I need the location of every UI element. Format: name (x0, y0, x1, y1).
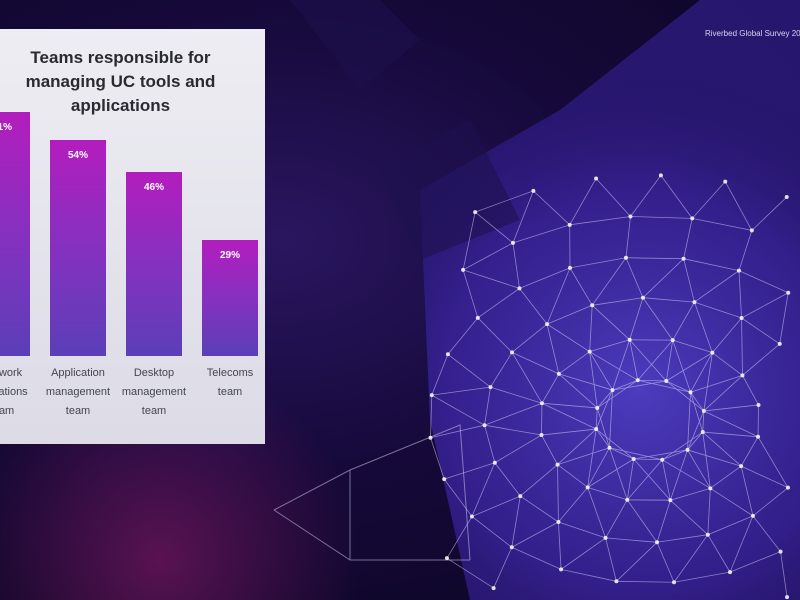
network-mesh (430, 175, 789, 598)
chart-panel: Teams responsible for managing UC tools … (0, 29, 265, 444)
category-label: Network operations team (0, 367, 28, 417)
chart-title: Teams responsible for managing UC tools … (25, 48, 216, 115)
bar (126, 172, 182, 356)
bar (50, 140, 106, 356)
bar-chart: 61% Network operations team 54% Application… (0, 29, 265, 444)
bar-value-label: 46% (143, 182, 164, 193)
bar-value-label: 29% (219, 250, 240, 261)
category-label: Application management team (45, 367, 111, 417)
bar-value-label: 61% (0, 122, 12, 133)
source-note: Riverbed Global Survey 2023 (705, 29, 800, 38)
bar (202, 240, 258, 356)
network-nodes (428, 173, 791, 600)
bar-value-label: 54% (67, 150, 88, 161)
bar (0, 112, 30, 356)
category-label: Telecoms team (206, 367, 254, 398)
category-label: Desktop management team (121, 367, 187, 417)
